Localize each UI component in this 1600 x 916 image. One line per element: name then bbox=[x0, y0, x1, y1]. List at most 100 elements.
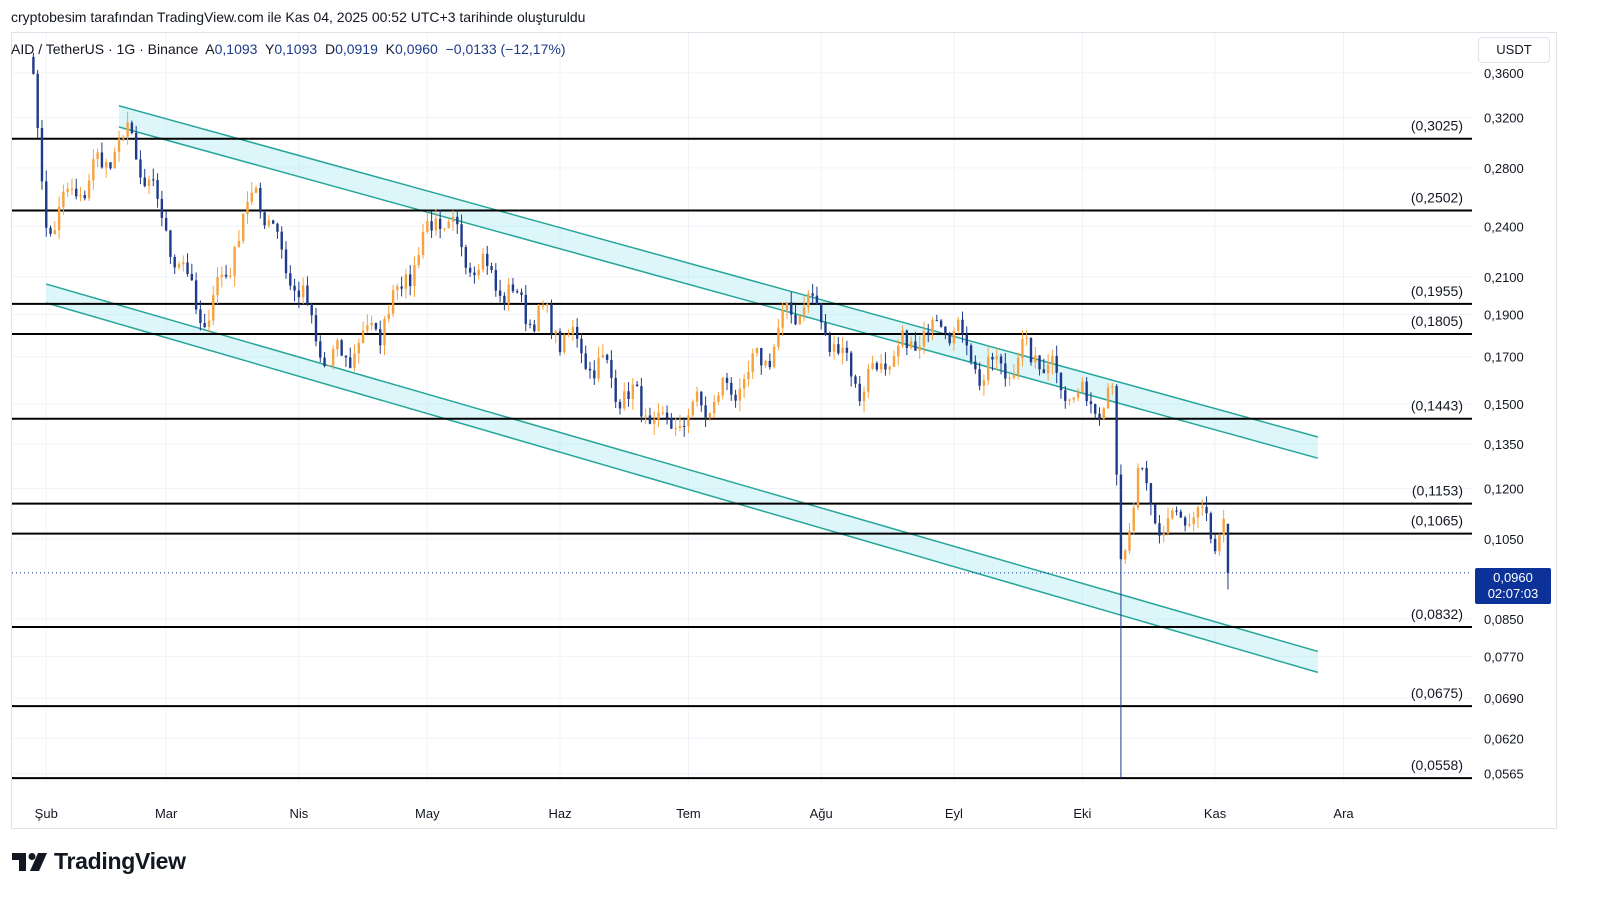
candle-body bbox=[242, 214, 245, 241]
candle-body-last bbox=[1226, 523, 1230, 573]
candle-body bbox=[571, 326, 575, 335]
candle-body bbox=[918, 346, 921, 351]
candle-body bbox=[593, 370, 596, 379]
candle-body bbox=[785, 302, 789, 310]
candle-body bbox=[717, 395, 720, 402]
candle-body bbox=[293, 285, 296, 291]
candle-body bbox=[87, 180, 91, 199]
candle-body bbox=[1098, 413, 1101, 419]
chart-frame[interactable] bbox=[11, 32, 1557, 829]
level-label: (0,0558) bbox=[1411, 757, 1463, 773]
currency-button[interactable]: USDT bbox=[1478, 37, 1550, 63]
candle-body bbox=[503, 295, 506, 304]
candle-body bbox=[682, 425, 686, 427]
candle-body bbox=[777, 327, 780, 347]
candle-body bbox=[486, 253, 489, 266]
candle-body bbox=[824, 322, 827, 335]
candle-body bbox=[289, 273, 292, 286]
candle-body bbox=[807, 293, 810, 308]
high-value: 0,1093 bbox=[274, 41, 318, 57]
candle-body bbox=[220, 274, 223, 278]
candle-body bbox=[755, 348, 759, 354]
candle-body bbox=[383, 319, 386, 346]
candle-body bbox=[721, 377, 724, 396]
candle-body bbox=[53, 230, 57, 234]
y-tick-label: 0,1900 bbox=[1484, 308, 1524, 323]
tradingview-logo-icon bbox=[12, 852, 47, 871]
y-tick-label: 0,0690 bbox=[1484, 691, 1524, 706]
candle-body bbox=[588, 368, 592, 371]
candle-body bbox=[66, 188, 69, 192]
candle-body bbox=[939, 320, 943, 327]
candle-body bbox=[610, 359, 613, 378]
candle-body bbox=[772, 346, 776, 368]
candle-body bbox=[374, 322, 378, 330]
candle-body bbox=[888, 366, 891, 370]
attribution-text: cryptobesim tarafından TradingView.com i… bbox=[11, 9, 586, 25]
candle-body bbox=[327, 365, 331, 367]
candle-body bbox=[203, 323, 206, 328]
x-tick-label: Mar bbox=[155, 806, 178, 821]
candle-body bbox=[545, 304, 549, 306]
candle-body bbox=[276, 223, 279, 232]
candle-body bbox=[126, 122, 129, 137]
candle-body bbox=[584, 353, 587, 369]
candle-body bbox=[867, 368, 870, 392]
candle-body bbox=[935, 320, 939, 322]
candle-body bbox=[190, 273, 194, 281]
candle-body bbox=[134, 133, 138, 160]
candle-body bbox=[104, 162, 108, 168]
candle-body bbox=[357, 343, 361, 354]
candle-body bbox=[113, 151, 116, 169]
candle-body bbox=[605, 354, 609, 360]
level-label: (0,1065) bbox=[1411, 513, 1463, 529]
candle-body bbox=[618, 401, 622, 409]
candle-body bbox=[408, 274, 412, 287]
candle-body bbox=[314, 315, 318, 342]
candle-body bbox=[815, 295, 819, 305]
candle-body bbox=[49, 227, 52, 234]
current-price-badge: 0,0960 02:07:03 bbox=[1475, 568, 1551, 604]
candle-body bbox=[1128, 530, 1131, 551]
candle-body bbox=[961, 319, 964, 335]
candle-body bbox=[760, 348, 763, 366]
tradingview-logo[interactable]: TradingView bbox=[12, 848, 186, 875]
candle-body bbox=[36, 73, 39, 128]
candle-body bbox=[952, 330, 956, 344]
candle-body bbox=[725, 377, 729, 383]
y-tick-label: 0,1200 bbox=[1484, 481, 1524, 496]
symbol-label[interactable]: AID / TetherUS · 1G · Binance bbox=[11, 41, 199, 57]
candle-body bbox=[871, 363, 874, 369]
candle-body bbox=[965, 334, 968, 346]
candle-body bbox=[62, 191, 65, 207]
level-label: (0,0832) bbox=[1411, 606, 1463, 622]
candle-body bbox=[635, 384, 639, 387]
candle-body bbox=[224, 274, 228, 277]
candle-body bbox=[173, 256, 176, 268]
candle-body bbox=[1076, 392, 1080, 398]
candle-body bbox=[460, 224, 463, 248]
candle-body bbox=[186, 262, 189, 274]
candle-body bbox=[969, 345, 973, 362]
candle-body bbox=[340, 340, 343, 356]
candle-body bbox=[892, 356, 896, 367]
candle-body bbox=[400, 286, 403, 289]
candle-body bbox=[862, 391, 866, 402]
candle-body bbox=[700, 391, 703, 406]
candle-body bbox=[768, 360, 772, 368]
candle-body bbox=[1162, 533, 1165, 536]
candle-body bbox=[802, 307, 806, 316]
candle-body bbox=[653, 419, 656, 424]
candle-body bbox=[451, 216, 455, 222]
candle-body bbox=[391, 290, 395, 314]
candle-body bbox=[909, 341, 913, 348]
candle-body bbox=[858, 383, 861, 402]
candle-body bbox=[1034, 355, 1037, 363]
candle-body bbox=[1042, 369, 1046, 374]
candle-body bbox=[156, 180, 159, 199]
candle-body bbox=[944, 326, 947, 334]
candle-body bbox=[601, 354, 605, 358]
candle-body bbox=[323, 357, 326, 367]
candle-body bbox=[370, 322, 373, 326]
